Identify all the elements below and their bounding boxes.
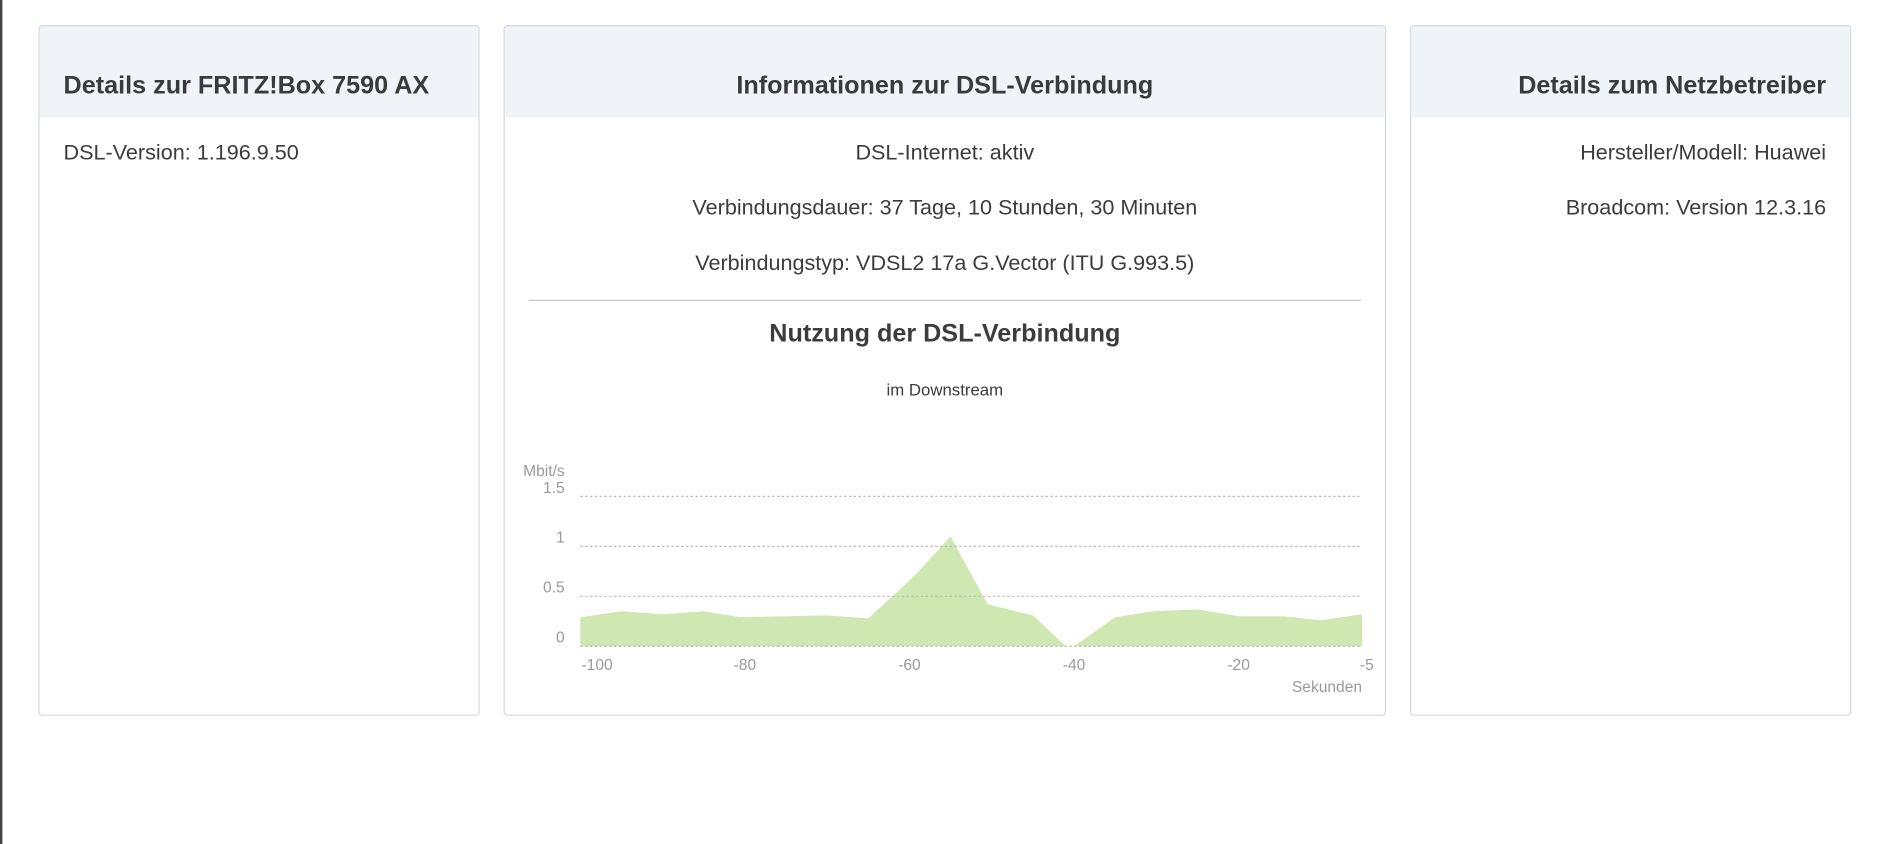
panel-title: Details zur FRITZ!Box 7590 AX	[39, 26, 479, 118]
y-tick-label: 0.5	[543, 580, 565, 597]
x-tick-label: -20	[1227, 657, 1250, 674]
y-tick-label: 1	[556, 530, 565, 547]
x-tick-label: -100	[582, 657, 614, 674]
dsl-status: DSL-Internet: aktiv	[855, 140, 1035, 165]
x-axis-label: Sekunden	[1292, 679, 1362, 696]
downstream-area	[580, 536, 1363, 647]
connection-type: Verbindungstyp: VDSL2 17a G.Vector (ITU …	[695, 250, 1195, 275]
connection-duration: Verbindungsdauer: 37 Tage, 10 Stunden, 3…	[692, 195, 1198, 220]
provider-details-panel: Details zum Netzbetreiber Hersteller/Mod…	[1410, 25, 1852, 716]
x-tick-label: -60	[898, 657, 921, 674]
y-axis-label: Mbit/s	[523, 463, 565, 480]
x-tick-label: -80	[734, 657, 757, 674]
dsl-info-panel: Informationen zur DSL-Verbindung DSL-Int…	[503, 25, 1387, 716]
panel-title: Informationen zur DSL-Verbindung	[504, 26, 1385, 118]
x-tick-label: -5	[1360, 657, 1374, 674]
y-tick-label: 0	[556, 630, 565, 647]
x-tick-label: -40	[1063, 657, 1086, 674]
panel-title: Details zum Netzbetreiber	[1411, 26, 1851, 118]
chart-title: im Downstream	[886, 380, 1004, 400]
y-tick-label: 1.5	[543, 480, 565, 497]
dsl-version: DSL-Version: 1.196.9.50	[63, 140, 299, 165]
window-edge	[0, 0, 3, 844]
broadcom-version: Broadcom: Version 12.3.16	[1565, 195, 1827, 220]
divider	[528, 299, 1361, 301]
usage-title: Nutzung der DSL-Verbindung	[769, 320, 1121, 348]
manufacturer-model: Hersteller/Modell: Huawei	[1580, 140, 1827, 165]
device-details-panel: Details zur FRITZ!Box 7590 AX DSL-Versio…	[38, 25, 480, 716]
